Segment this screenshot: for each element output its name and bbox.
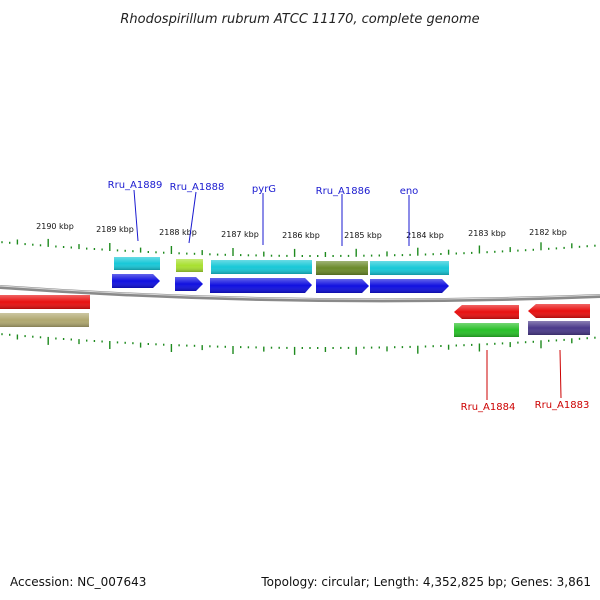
- accession-text: Accession: NC_007643: [10, 575, 146, 589]
- forward-gene-labels: Rru_A1889 Rru_A1888 pyrG Rru_A1886 eno: [108, 180, 419, 197]
- kbp-scale-labels: 2190 kbp 2189 kbp 2188 kbp 2187 kbp 2186…: [36, 222, 567, 240]
- forward-cds-track: [112, 274, 449, 293]
- tick-marks-top: [1, 238, 596, 257]
- map-title: Rhodospirillum rubrum ATCC 11170, comple…: [120, 12, 479, 27]
- reverse-feature-track: [454, 304, 590, 337]
- gene-label-rru-a1889[interactable]: Rru_A1889: [108, 180, 163, 191]
- kbp-label: 2184 kbp: [406, 231, 444, 240]
- genome-backbone: [0, 285, 600, 303]
- tick-marks-bottom: [1, 333, 596, 355]
- kbp-label: 2186 kbp: [282, 231, 320, 240]
- reverse-gene-labels: Rru_A1884 Rru_A1883: [461, 400, 590, 413]
- kbp-label: 2189 kbp: [96, 225, 134, 234]
- kbp-label: 2182 kbp: [529, 228, 567, 237]
- gene-label-rru-a1884[interactable]: Rru_A1884: [461, 402, 516, 413]
- kbp-label: 2183 kbp: [468, 229, 506, 238]
- topology-text: Topology: circular; Length: 4,352,825 bp…: [260, 575, 591, 589]
- kbp-label: 2188 kbp: [159, 228, 197, 237]
- kbp-label: 2190 kbp: [36, 222, 74, 231]
- gene-label-rru-a1888[interactable]: Rru_A1888: [170, 182, 225, 193]
- gene-label-rru-a1883[interactable]: Rru_A1883: [535, 400, 590, 411]
- gene-label-eno[interactable]: eno: [400, 186, 419, 197]
- gene-label-rru-a1886[interactable]: Rru_A1886: [316, 186, 371, 197]
- gene-label-pyrg[interactable]: pyrG: [252, 184, 276, 195]
- kbp-label: 2187 kbp: [221, 230, 259, 239]
- kbp-label: 2185 kbp: [344, 231, 382, 240]
- left-edge-features: [0, 295, 90, 327]
- gene-label-lines: [133, 189, 562, 400]
- forward-feature-track: [114, 257, 449, 275]
